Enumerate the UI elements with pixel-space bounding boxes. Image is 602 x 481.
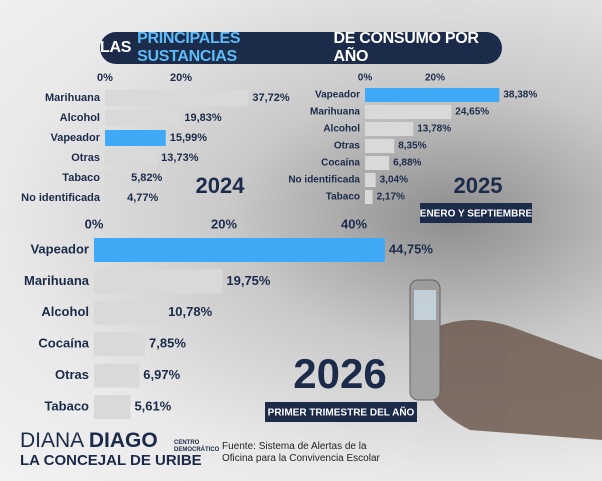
source-line: Fuente: Sistema de Alertas de la — [222, 441, 367, 452]
value-label: 10,78% — [168, 304, 213, 319]
category-label: Marihuana — [45, 92, 101, 104]
category-label: Otras — [71, 152, 100, 164]
value-label: 15,99% — [170, 132, 208, 144]
title-banner: LAS PRINCIPALES SUSTANCIAS DE CONSUMO PO… — [100, 30, 502, 65]
value-label: 13,78% — [417, 124, 451, 135]
category-label: Alcohol — [60, 112, 100, 124]
category-label: Marihuana — [24, 273, 90, 288]
footer-brand: DIANA DIAGO LA CONCEJAL DE URIBE — [20, 429, 202, 470]
value-label: 19,83% — [184, 112, 222, 124]
value-label: 37,72% — [252, 92, 290, 104]
value-label: 3,04% — [380, 175, 408, 186]
category-label: Marihuana — [310, 107, 360, 118]
title-part: LAS — [100, 39, 132, 56]
bar — [94, 300, 165, 325]
category-label: No identificada — [21, 192, 101, 204]
hand-illustration — [409, 279, 602, 440]
bar — [365, 139, 395, 153]
brand-tagline: LA CONCEJAL DE URIBE — [20, 452, 202, 469]
value-label: 6,88% — [393, 158, 421, 169]
title-part: DE CONSUMO POR AÑO — [333, 30, 479, 65]
bar — [94, 269, 223, 294]
x-tick-label: 0% — [97, 72, 113, 84]
value-label: 5,61% — [134, 398, 171, 413]
category-label: Cocaína — [38, 336, 89, 351]
year-subtitle: ENERO Y SEPTIEMBRE — [420, 209, 533, 220]
bar — [94, 332, 146, 357]
bar — [105, 110, 181, 126]
year-title: 2026 — [293, 350, 386, 397]
value-label: 6,97% — [143, 367, 180, 382]
value-label: 38,38% — [503, 90, 537, 101]
brand-last: DIAGO — [88, 429, 158, 452]
bar — [105, 90, 249, 106]
x-tick-label: 0% — [358, 73, 373, 84]
category-label: Alcohol — [41, 304, 89, 319]
value-label: 24,65% — [455, 107, 489, 118]
value-label: 19,75% — [226, 273, 271, 288]
x-tick-label: 0% — [85, 216, 104, 231]
x-tick-label: 20% — [211, 216, 237, 231]
bar — [365, 105, 452, 119]
year-title: 2024 — [196, 173, 246, 198]
bar — [105, 190, 124, 206]
x-tick-label: 20% — [170, 72, 192, 84]
bar — [365, 122, 414, 136]
value-label: 7,85% — [149, 336, 186, 351]
category-label: Vapeador — [30, 241, 89, 256]
value-label: 2,17% — [377, 192, 405, 203]
value-label: 44,75% — [389, 241, 434, 256]
category-label: Alcohol — [323, 124, 360, 135]
category-label: Tabaco — [326, 192, 360, 203]
category-label: Vapeador — [315, 90, 360, 101]
x-tick-label: 40% — [341, 216, 367, 231]
category-label: Otras — [334, 141, 361, 152]
bar — [105, 130, 166, 146]
source-note: Fuente: Sistema de Alertas de la Oficina… — [222, 441, 380, 465]
bar — [365, 173, 376, 187]
category-label: Otras — [55, 367, 89, 382]
bar — [94, 395, 131, 419]
bar — [365, 190, 373, 204]
bar — [365, 88, 500, 102]
value-label: 4,77% — [127, 192, 158, 204]
bar — [94, 238, 385, 262]
category-label: Vapeador — [50, 132, 100, 144]
category-label: Tabaco — [62, 172, 100, 184]
party-logo: CENTRO DEMOCRÁTICO — [174, 440, 220, 453]
year-title: 2025 — [454, 173, 503, 198]
category-label: Cocaína — [321, 158, 360, 169]
title-highlight: PRINCIPALES SUSTANCIAS — [137, 30, 241, 65]
subtitle-box — [420, 203, 532, 223]
value-label: 13,73% — [161, 152, 199, 164]
bar — [105, 170, 128, 186]
bar — [365, 156, 390, 170]
year-subtitle: PRIMER TRIMESTRE DEL AÑO — [268, 406, 415, 419]
brand-first: DIANA — [20, 429, 84, 452]
x-tick-label: 20% — [425, 73, 445, 84]
category-label: No identificada — [288, 175, 360, 186]
subtitle-box — [265, 402, 417, 422]
bar — [105, 150, 158, 166]
category-label: Tabaco — [44, 398, 89, 413]
source-line: Oficina para la Convivencia Escolar — [222, 453, 380, 464]
bar — [94, 363, 140, 388]
value-label: 8,35% — [398, 141, 426, 152]
value-label: 5,82% — [131, 172, 162, 184]
